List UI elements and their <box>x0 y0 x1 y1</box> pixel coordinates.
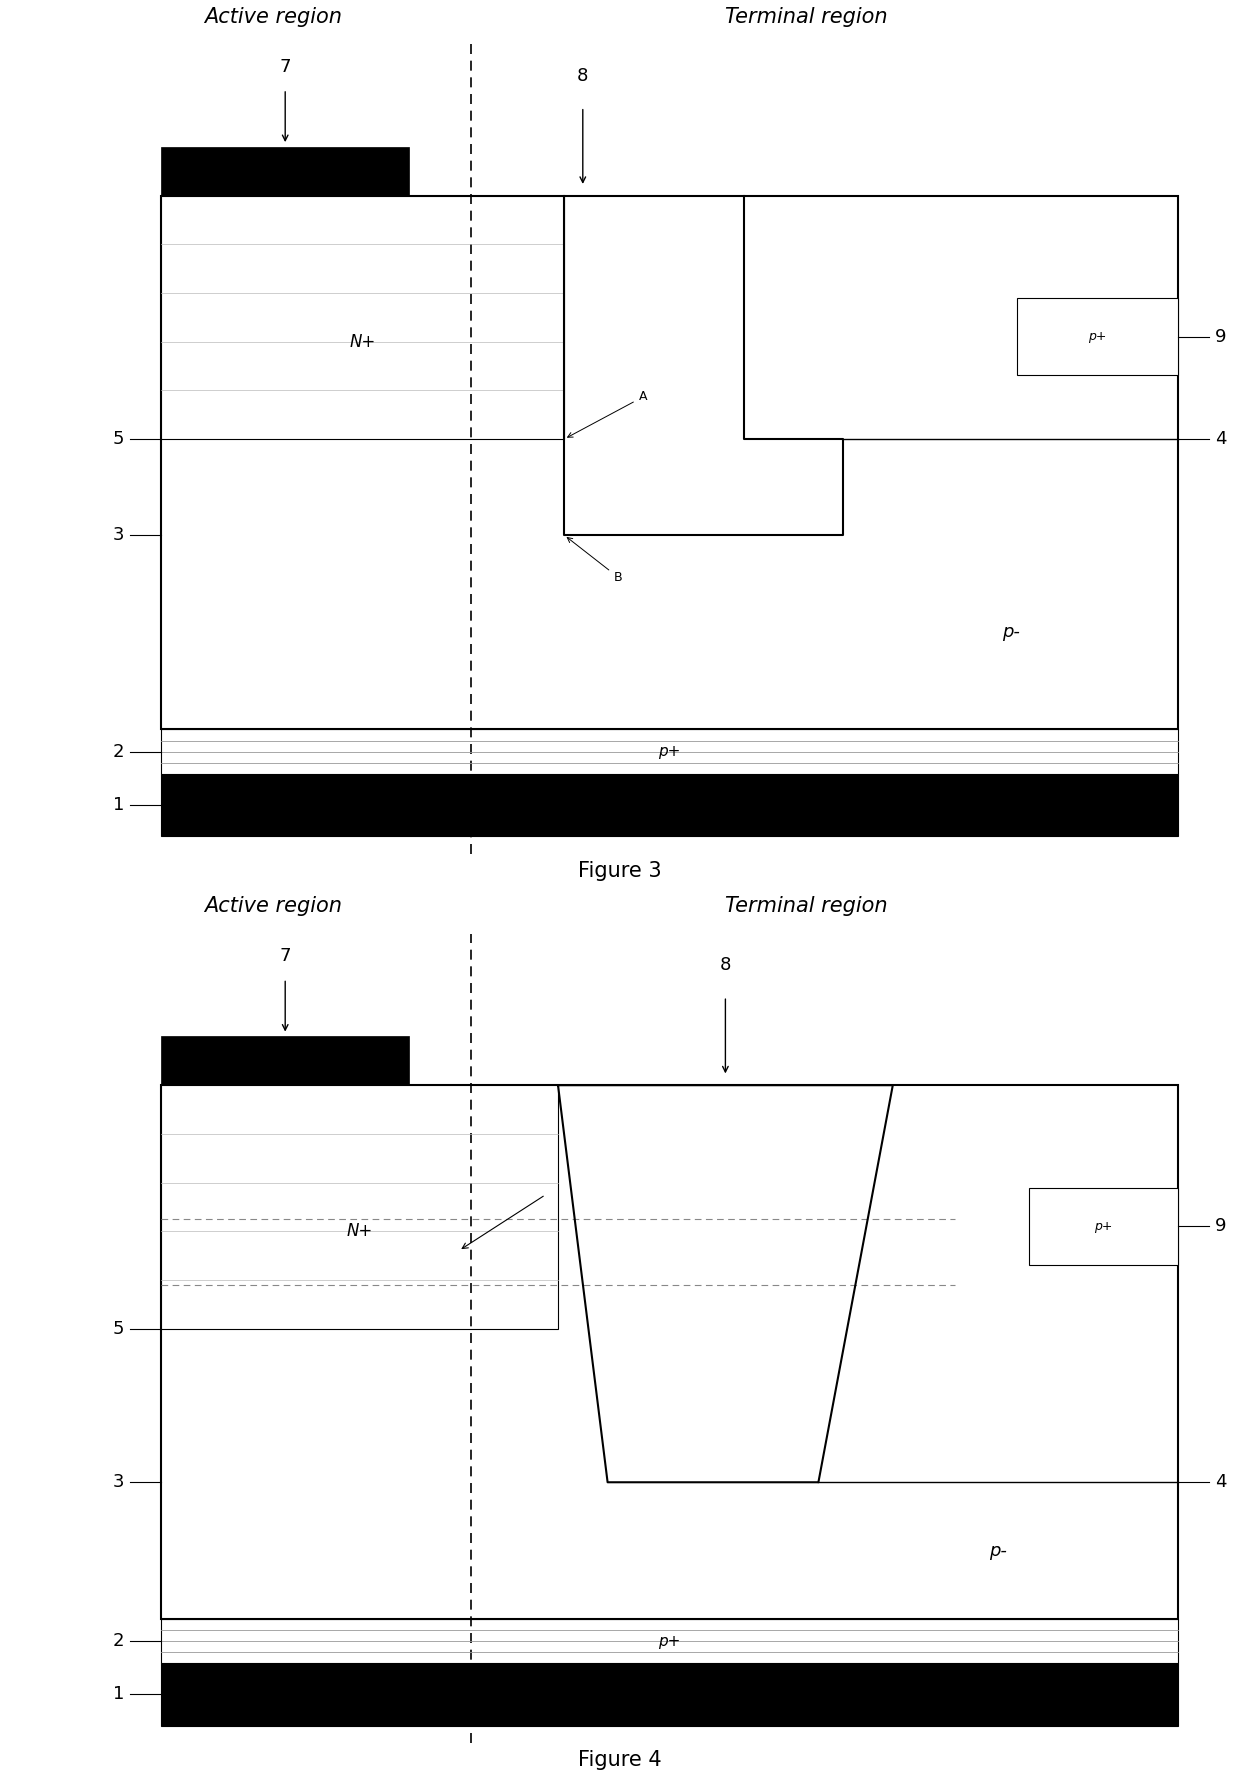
Text: 9: 9 <box>1215 327 1226 345</box>
Bar <box>161 1619 1178 1663</box>
Text: p+: p+ <box>658 1633 681 1649</box>
Text: 5: 5 <box>113 431 124 448</box>
Text: 9: 9 <box>1215 1217 1226 1235</box>
Text: 7: 7 <box>279 57 291 75</box>
Text: N+: N+ <box>346 1222 373 1240</box>
Bar <box>161 1085 1178 1619</box>
Bar <box>161 196 564 439</box>
Text: Terminal region: Terminal region <box>724 7 888 27</box>
Text: Active region: Active region <box>203 7 342 27</box>
Text: 1: 1 <box>113 795 124 815</box>
Text: p+: p+ <box>658 744 681 760</box>
Bar <box>161 146 409 196</box>
Text: 3: 3 <box>113 1473 124 1491</box>
Bar <box>1017 299 1178 375</box>
Bar <box>161 196 1178 729</box>
Bar <box>161 1035 409 1085</box>
Text: 1: 1 <box>113 1685 124 1704</box>
Text: 3: 3 <box>113 527 124 544</box>
Text: 4: 4 <box>1215 431 1226 448</box>
Bar <box>161 774 1178 836</box>
Bar <box>1029 1188 1178 1265</box>
Bar <box>161 1085 558 1329</box>
Text: p-: p- <box>990 1542 1007 1560</box>
Text: 2: 2 <box>113 1631 124 1651</box>
Text: 8: 8 <box>719 955 732 975</box>
Text: B: B <box>567 537 622 584</box>
Text: p+: p+ <box>1089 331 1106 343</box>
Text: Figure 3: Figure 3 <box>578 861 662 881</box>
Bar <box>161 729 1178 774</box>
Text: Terminal region: Terminal region <box>724 897 888 916</box>
Text: 4: 4 <box>1215 1473 1226 1491</box>
Text: 8: 8 <box>577 66 589 84</box>
Text: N+: N+ <box>350 333 376 350</box>
Text: p-: p- <box>1002 623 1019 640</box>
Text: Active region: Active region <box>203 897 342 916</box>
Text: 5: 5 <box>113 1320 124 1338</box>
Text: 7: 7 <box>279 946 291 964</box>
Bar <box>161 1663 1178 1726</box>
Text: 2: 2 <box>113 742 124 761</box>
Text: Figure 4: Figure 4 <box>578 1751 662 1770</box>
Text: p+: p+ <box>1095 1220 1112 1233</box>
Text: A: A <box>568 390 647 438</box>
